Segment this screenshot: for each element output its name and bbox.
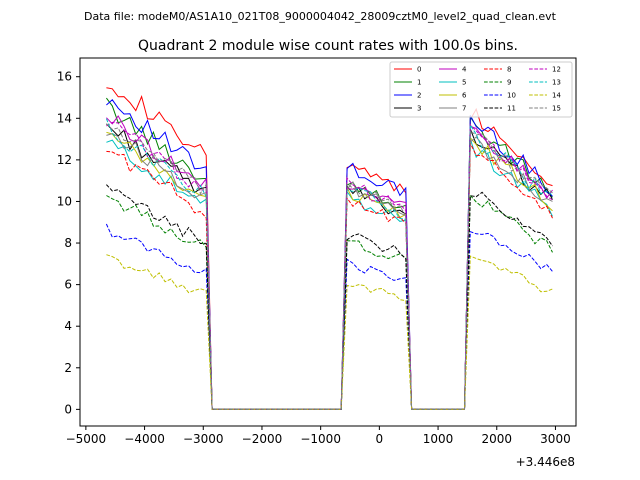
legend-label-11: 11: [507, 105, 516, 113]
y-tick-label: 16: [57, 70, 72, 84]
legend-label-10: 10: [507, 92, 516, 100]
y-tick-label: 10: [57, 194, 72, 208]
series-line-10: [105, 223, 553, 410]
legend-label-15: 15: [552, 105, 561, 113]
chart-title: Quadrant 2 module wise count rates with …: [138, 38, 518, 54]
y-tick-label: 2: [64, 361, 72, 375]
x-tick-label: 2000: [481, 432, 512, 446]
legend-label-14: 14: [552, 92, 561, 100]
legend-label-7: 7: [462, 105, 466, 113]
legend-label-0: 0: [417, 66, 421, 74]
legend-label-5: 5: [462, 79, 466, 87]
y-tick-label: 0: [64, 402, 72, 416]
legend-label-2: 2: [417, 92, 421, 100]
x-tick-label: −4000: [124, 432, 165, 446]
y-tick-label: 14: [57, 111, 72, 125]
y-tick-label: 12: [57, 153, 72, 167]
legend-label-4: 4: [462, 66, 467, 74]
x-tick-label: −2000: [242, 432, 283, 446]
x-tick-label: −5000: [66, 432, 107, 446]
series-line-12: [106, 121, 553, 410]
legend-label-6: 6: [462, 92, 467, 100]
series-line-14: [106, 254, 553, 410]
legend-label-1: 1: [417, 79, 421, 87]
legend-label-13: 13: [552, 79, 561, 87]
figure-suptitle: Data file: modeM0/AS1A10_021T08_90000040…: [84, 10, 557, 23]
axes-frame: [79, 57, 577, 427]
plot-area: [105, 87, 553, 410]
legend-label-9: 9: [507, 79, 511, 87]
x-tick-label: 3000: [540, 432, 571, 446]
y-tick-label: 6: [64, 278, 72, 292]
x-tick-label: 1000: [423, 432, 454, 446]
series-line-11: [106, 184, 553, 410]
x-tick-label: −1000: [300, 432, 341, 446]
legend-box: [389, 61, 573, 118]
legend-label-12: 12: [552, 66, 561, 74]
x-offset-label: +3.446e8: [516, 455, 575, 469]
y-tick-label: 4: [64, 319, 72, 333]
x-tick-label: 0: [376, 432, 384, 446]
legend-label-3: 3: [417, 105, 421, 113]
x-tick-label: −3000: [183, 432, 224, 446]
y-tick-label: 8: [64, 236, 72, 250]
series-line-15: [106, 123, 553, 410]
legend-label-8: 8: [507, 66, 511, 74]
